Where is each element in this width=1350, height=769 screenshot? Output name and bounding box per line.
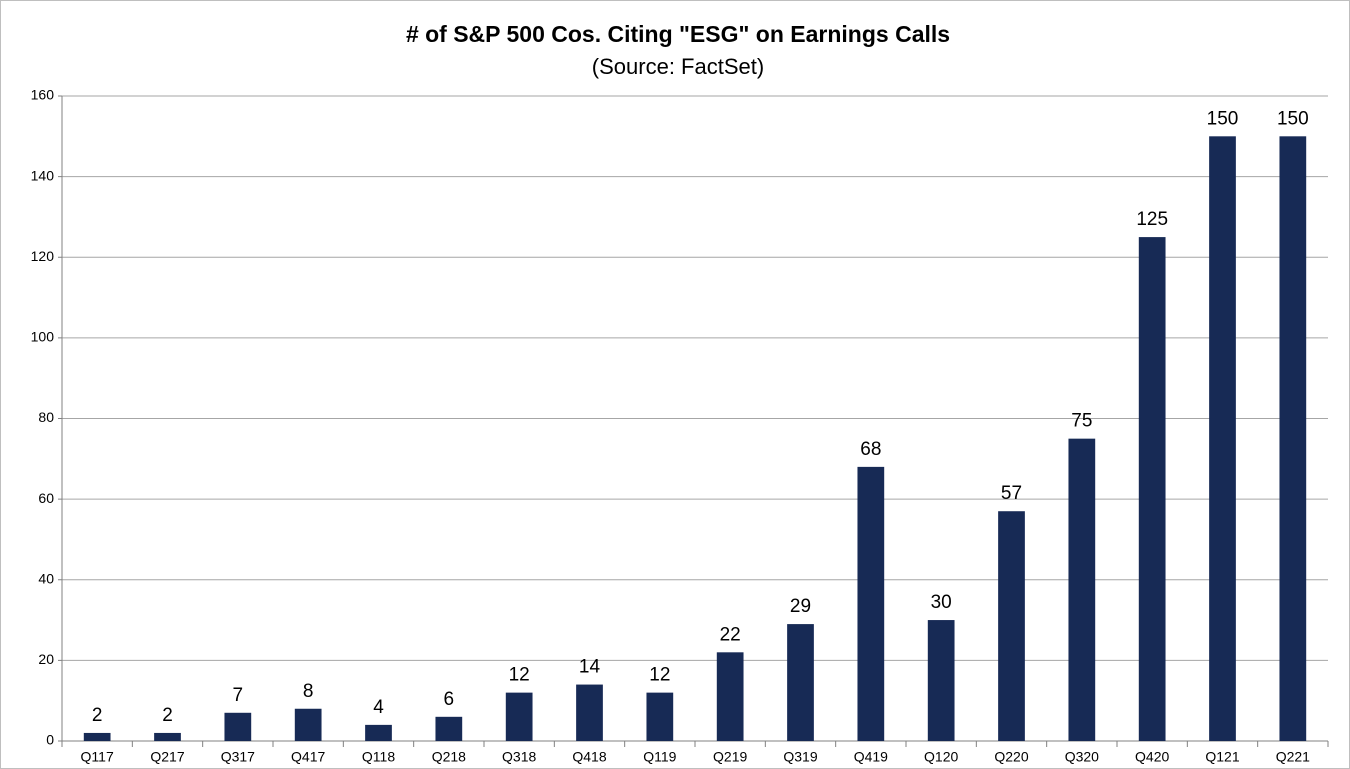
x-tick-label: Q217 bbox=[150, 749, 184, 765]
bar bbox=[998, 511, 1025, 741]
y-tick-label: 0 bbox=[46, 732, 54, 748]
x-tick-label: Q219 bbox=[713, 749, 747, 765]
bar bbox=[1279, 136, 1307, 741]
data-label: 30 bbox=[931, 592, 952, 613]
bar bbox=[576, 684, 603, 741]
x-tick-label: Q420 bbox=[1135, 749, 1169, 765]
data-label: 150 bbox=[1207, 108, 1239, 129]
data-label: 14 bbox=[579, 657, 601, 678]
data-label: 4 bbox=[373, 697, 384, 718]
x-tick-label: Q121 bbox=[1205, 749, 1239, 765]
bar bbox=[1209, 136, 1236, 741]
y-tick-label: 100 bbox=[31, 329, 55, 345]
data-label: 6 bbox=[444, 689, 455, 710]
y-tick-label: 160 bbox=[31, 87, 55, 103]
data-label: 125 bbox=[1136, 209, 1168, 230]
data-label: 2 bbox=[92, 705, 103, 726]
data-label: 22 bbox=[720, 624, 741, 645]
chart-subtitle: (Source: FactSet) bbox=[592, 54, 764, 79]
data-label: 68 bbox=[860, 439, 881, 460]
x-tick-label: Q117 bbox=[81, 749, 114, 765]
data-label: 150 bbox=[1277, 108, 1309, 129]
data-label: 12 bbox=[649, 665, 670, 686]
bar bbox=[646, 692, 674, 741]
y-tick-label: 80 bbox=[38, 409, 54, 425]
bar bbox=[857, 466, 885, 741]
y-tick-label: 60 bbox=[38, 490, 54, 506]
bar bbox=[505, 692, 533, 741]
data-label: 75 bbox=[1071, 411, 1092, 432]
y-tick-label: 20 bbox=[38, 651, 54, 667]
data-label: 12 bbox=[509, 665, 530, 686]
bar bbox=[787, 624, 814, 741]
data-label: 7 bbox=[233, 685, 244, 706]
x-tick-label: Q320 bbox=[1065, 749, 1099, 765]
x-tick-label: Q221 bbox=[1276, 749, 1310, 765]
x-tick-label: Q119 bbox=[643, 749, 676, 765]
bar bbox=[1138, 237, 1166, 741]
bar bbox=[224, 712, 252, 741]
bar bbox=[365, 724, 392, 741]
bar bbox=[1068, 438, 1096, 741]
bar bbox=[927, 620, 955, 741]
data-label: 57 bbox=[1001, 483, 1022, 504]
x-tick-label: Q317 bbox=[221, 749, 255, 765]
y-tick-label: 40 bbox=[38, 570, 54, 586]
x-tick-label: Q418 bbox=[572, 749, 606, 765]
bar bbox=[435, 716, 463, 741]
chart-title: # of S&P 500 Cos. Citing "ESG" on Earnin… bbox=[406, 21, 950, 47]
bar bbox=[83, 732, 111, 741]
x-tick-label: Q220 bbox=[994, 749, 1028, 765]
data-label: 2 bbox=[162, 705, 173, 726]
bar bbox=[154, 732, 181, 741]
bar bbox=[716, 652, 744, 741]
y-tick-label: 140 bbox=[31, 167, 55, 183]
x-tick-label: Q318 bbox=[502, 749, 536, 765]
x-tick-label: Q419 bbox=[854, 749, 888, 765]
x-tick-label: Q417 bbox=[291, 749, 325, 765]
x-tick-label: Q218 bbox=[432, 749, 466, 765]
x-tick-label: Q118 bbox=[362, 749, 395, 765]
x-tick-label: Q120 bbox=[924, 749, 958, 765]
data-label: 8 bbox=[303, 681, 314, 702]
y-tick-label: 120 bbox=[31, 248, 55, 264]
x-tick-label: Q319 bbox=[783, 749, 817, 765]
data-label: 29 bbox=[790, 596, 811, 617]
bar bbox=[294, 708, 322, 741]
